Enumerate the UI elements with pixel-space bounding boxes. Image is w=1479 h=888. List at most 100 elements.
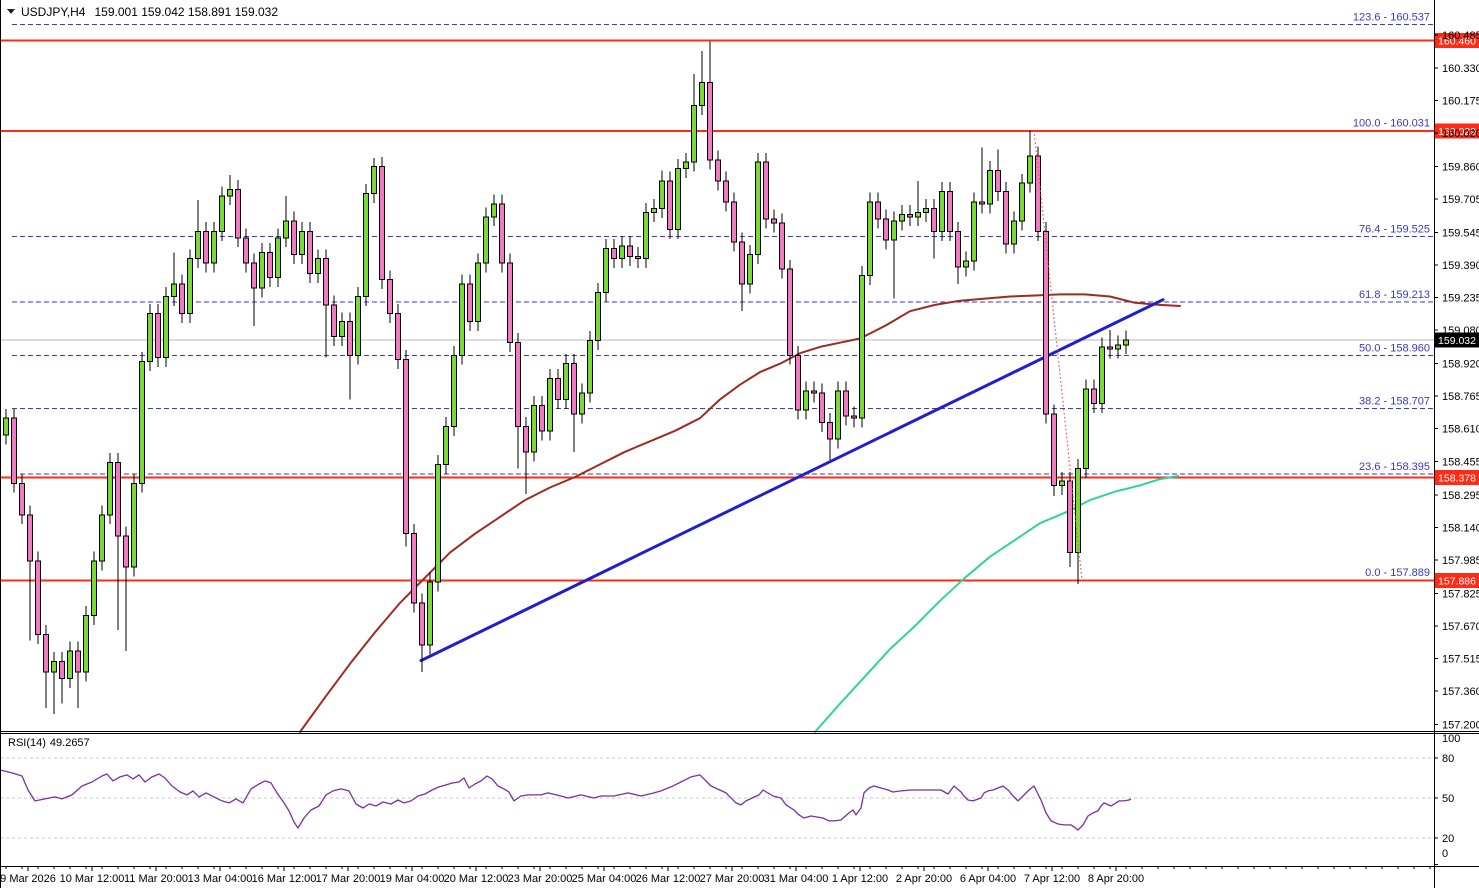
- current-price-tag-label: 159.032: [1438, 335, 1476, 347]
- candle-body-bull: [1027, 155, 1033, 184]
- rsi-axis-label: 100: [1442, 733, 1460, 745]
- fib-level-label: 0.0 - 157.889: [1365, 567, 1430, 579]
- overlay-ma-fast: [814, 475, 1179, 733]
- price-axis-label: 157.670: [1442, 621, 1479, 633]
- candle-body-bull: [211, 231, 217, 264]
- candle: [51, 652, 57, 715]
- candle: [203, 222, 209, 273]
- candle: [579, 383, 585, 424]
- candle-body-bull: [315, 258, 321, 274]
- candle-body-bear: [11, 417, 17, 484]
- candle-body-bull: [803, 390, 809, 411]
- candle: [323, 249, 329, 358]
- candle: [371, 158, 377, 204]
- candle: [27, 505, 33, 641]
- candle: [891, 211, 897, 299]
- candle: [1083, 379, 1089, 479]
- candle-body-bear: [627, 245, 633, 258]
- time-axis-label: 26 Mar 12:00: [636, 873, 701, 885]
- candle: [1099, 337, 1105, 413]
- candle-body-bull: [1099, 346, 1105, 405]
- chart-background-layer: [0, 23, 1434, 582]
- candle: [467, 274, 473, 332]
- candle-body-bull: [299, 231, 305, 256]
- candle: [275, 228, 281, 288]
- price-tag-red-label: 157.886: [1438, 576, 1476, 588]
- candle-body-bear: [1035, 155, 1041, 232]
- candle-body-bear: [291, 220, 297, 256]
- candle-body-bear: [1107, 346, 1113, 350]
- candle-body-bear: [387, 279, 393, 314]
- candle: [35, 551, 41, 644]
- candle: [1107, 330, 1113, 359]
- candle: [843, 381, 849, 426]
- candle-body-bull: [1123, 339, 1129, 346]
- candle: [491, 194, 497, 227]
- candle: [1075, 459, 1081, 584]
- candle-body-bear: [123, 535, 129, 568]
- candle: [19, 473, 25, 525]
- rsi-line: [0, 769, 1132, 831]
- candle: [187, 249, 193, 323]
- candle-body-bull: [107, 461, 113, 516]
- candle: [475, 253, 481, 332]
- candle-body-bull: [923, 207, 929, 214]
- candle: [75, 641, 81, 708]
- candle: [1027, 130, 1033, 193]
- candle-body-bull: [867, 201, 873, 277]
- candle: [123, 526, 129, 652]
- time-axis-label: 25 Mar 04:00: [572, 873, 637, 885]
- candle: [419, 593, 425, 673]
- candle: [1035, 146, 1041, 241]
- candle: [859, 266, 865, 428]
- candle-body-bear: [347, 321, 353, 356]
- candle: [1051, 404, 1057, 496]
- time-axis-label: 13 Mar 04:00: [188, 873, 253, 885]
- time-axis-label: 2 Apr 20:00: [896, 873, 952, 885]
- candle: [915, 181, 921, 227]
- candle-body-bull: [595, 291, 601, 342]
- candle: [11, 408, 17, 493]
- candle-body-bear: [323, 258, 329, 306]
- candle: [739, 232, 745, 312]
- candle: [251, 253, 257, 326]
- candle-body-bear: [1091, 388, 1097, 405]
- chart-title-symbol-period: USDJPY,H4: [21, 5, 86, 19]
- candle: [267, 243, 273, 288]
- candle: [107, 452, 113, 525]
- candle-body-bull: [755, 161, 761, 256]
- fib-level-label: 123.6 - 160.537: [1353, 11, 1430, 23]
- time-axis-label: 31 Mar 04:00: [764, 873, 829, 885]
- candle-body-bear: [763, 161, 769, 220]
- candle-body-bull: [531, 405, 537, 453]
- candle-body-bear: [267, 252, 273, 279]
- candle: [867, 192, 873, 285]
- candle-body-bull: [939, 191, 945, 233]
- candle-body-bear: [395, 312, 401, 360]
- candle-body-bear: [155, 312, 161, 358]
- time-axis-label: 11 Mar 20:00: [124, 873, 188, 885]
- candle: [787, 259, 793, 365]
- price-tag-red-label: 160.460: [1438, 36, 1476, 48]
- candle: [995, 149, 1001, 201]
- symbol-dropdown-icon[interactable]: [7, 9, 15, 14]
- time-axis-label: 9 Mar 2026: [0, 873, 56, 885]
- candle: [291, 211, 297, 264]
- candle: [1067, 471, 1073, 568]
- candle-body-bull: [891, 220, 897, 241]
- candle-body-bear: [883, 218, 889, 241]
- candle-body-bear: [907, 214, 913, 218]
- time-axis-label: 10 Mar 12:00: [60, 873, 125, 885]
- candle: [219, 186, 225, 241]
- candle: [939, 182, 945, 241]
- candle: [531, 396, 537, 462]
- candle: [131, 473, 137, 577]
- fib-level-label: 100.0 - 160.031: [1353, 118, 1430, 130]
- candle: [451, 345, 457, 437]
- candle: [619, 236, 625, 269]
- candle-body-bull: [683, 161, 689, 169]
- candle: [611, 238, 617, 269]
